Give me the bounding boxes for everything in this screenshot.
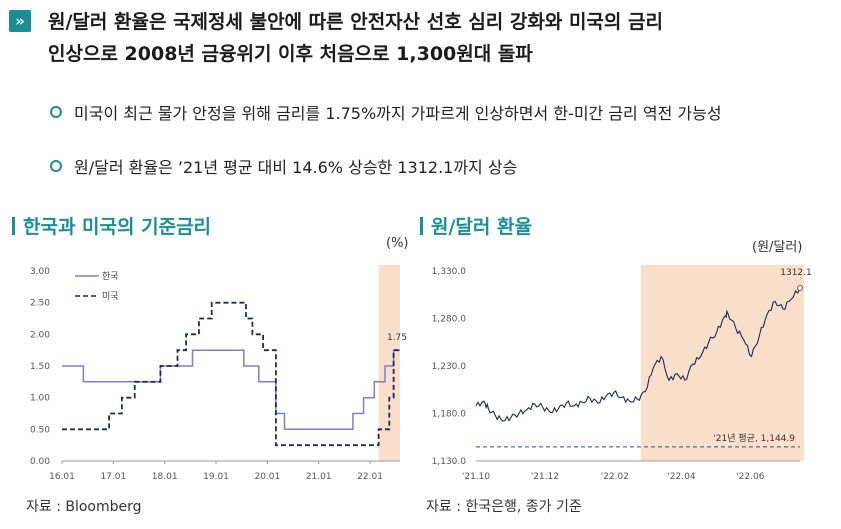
x-tick-label: '21.10 bbox=[462, 472, 491, 482]
headline: 원/달러 환율은 국제정세 불안에 따른 안전자산 선호 심리 강화와 미국의 … bbox=[48, 6, 838, 70]
series-line-us bbox=[62, 301, 400, 447]
x-tick-label: '22.06 bbox=[736, 472, 765, 482]
left-chart-source: 자료 : Bloomberg bbox=[26, 499, 142, 515]
y-tick-label: 1,230.0 bbox=[432, 362, 467, 372]
legend-label: 한국 bbox=[102, 271, 119, 282]
exchange-rate-line bbox=[475, 287, 801, 422]
left-chart-title-text: 한국과 미국의 기준금리 bbox=[23, 216, 212, 238]
reference-label: '21년 평균, 1,144.9 bbox=[713, 433, 795, 444]
y-tick-label: 1.00 bbox=[30, 394, 50, 404]
y-tick-label: 1,180.0 bbox=[432, 410, 467, 420]
right-chart-source: 자료 : 한국은행, 종가 기준 bbox=[426, 499, 582, 515]
x-tick-label: 22.01 bbox=[357, 472, 383, 482]
end-value-label: 1312.1 bbox=[780, 268, 812, 278]
y-tick-label: 3.00 bbox=[30, 267, 50, 277]
left-chart-title: 한국과 미국의 기준금리 bbox=[12, 212, 211, 239]
bullet-item: 원/달러 환율은 ’21년 평균 대비 14.6% 상승한 1312.1까지 상… bbox=[50, 154, 517, 178]
left-chart-unit: (%) bbox=[386, 236, 409, 251]
x-tick-label: 18.01 bbox=[152, 472, 178, 482]
highlight-band bbox=[378, 265, 400, 461]
y-tick-label: 2.50 bbox=[30, 299, 50, 309]
y-tick-label: 0.50 bbox=[30, 425, 50, 435]
legend-label: 미국 bbox=[102, 291, 119, 302]
right-chart-title: 원/달러 환율 bbox=[420, 212, 532, 239]
y-tick-label: 2.00 bbox=[30, 330, 50, 340]
right-chart-title-text: 원/달러 환율 bbox=[431, 216, 532, 238]
x-tick-label: '22.02 bbox=[601, 472, 629, 482]
x-tick-label: 16.01 bbox=[49, 472, 75, 482]
headline-line2: 인상으로 2008년 금융위기 이후 처음으로 1,300원대 돌파 bbox=[48, 43, 533, 65]
title-bar bbox=[12, 217, 15, 235]
bullet-text: 원/달러 환율은 ’21년 평균 대비 14.6% 상승한 1312.1까지 상… bbox=[74, 158, 518, 177]
bullet-item: 미국이 최근 물가 안정을 위해 금리를 1.75%까지 가파르게 인상하면서 … bbox=[50, 100, 722, 124]
x-tick-label: '21.12 bbox=[531, 472, 559, 482]
headline-line1: 원/달러 환율은 국제정세 불안에 따른 안전자산 선호 심리 강화와 미국의 … bbox=[48, 11, 663, 33]
y-tick-label: 1.50 bbox=[30, 362, 50, 372]
ring-icon bbox=[50, 160, 62, 172]
x-tick-label: 21.01 bbox=[306, 472, 332, 482]
right-chart-unit: (원/달러) bbox=[752, 240, 803, 255]
ring-icon bbox=[50, 106, 62, 118]
highlight-band bbox=[640, 265, 804, 461]
x-tick-label: 20.01 bbox=[254, 472, 280, 482]
chevron-double-right-icon: » bbox=[9, 10, 31, 32]
end-value-label: 1.75 bbox=[387, 333, 407, 343]
x-tick-label: 17.01 bbox=[100, 472, 126, 482]
x-tick-label: '22.04 bbox=[667, 472, 696, 482]
y-tick-label: 1,330.0 bbox=[432, 267, 467, 277]
end-point-marker bbox=[797, 285, 803, 292]
y-tick-label: 1,280.0 bbox=[432, 315, 467, 325]
x-tick-label: 19.01 bbox=[203, 472, 229, 482]
series-line-korea bbox=[62, 349, 400, 431]
bullet-text: 미국이 최근 물가 안정을 위해 금리를 1.75%까지 가파르게 인상하면서 … bbox=[74, 104, 722, 123]
title-bar bbox=[420, 217, 423, 235]
y-tick-label: 1,130.0 bbox=[432, 457, 467, 467]
y-tick-label: 0.00 bbox=[30, 457, 50, 467]
